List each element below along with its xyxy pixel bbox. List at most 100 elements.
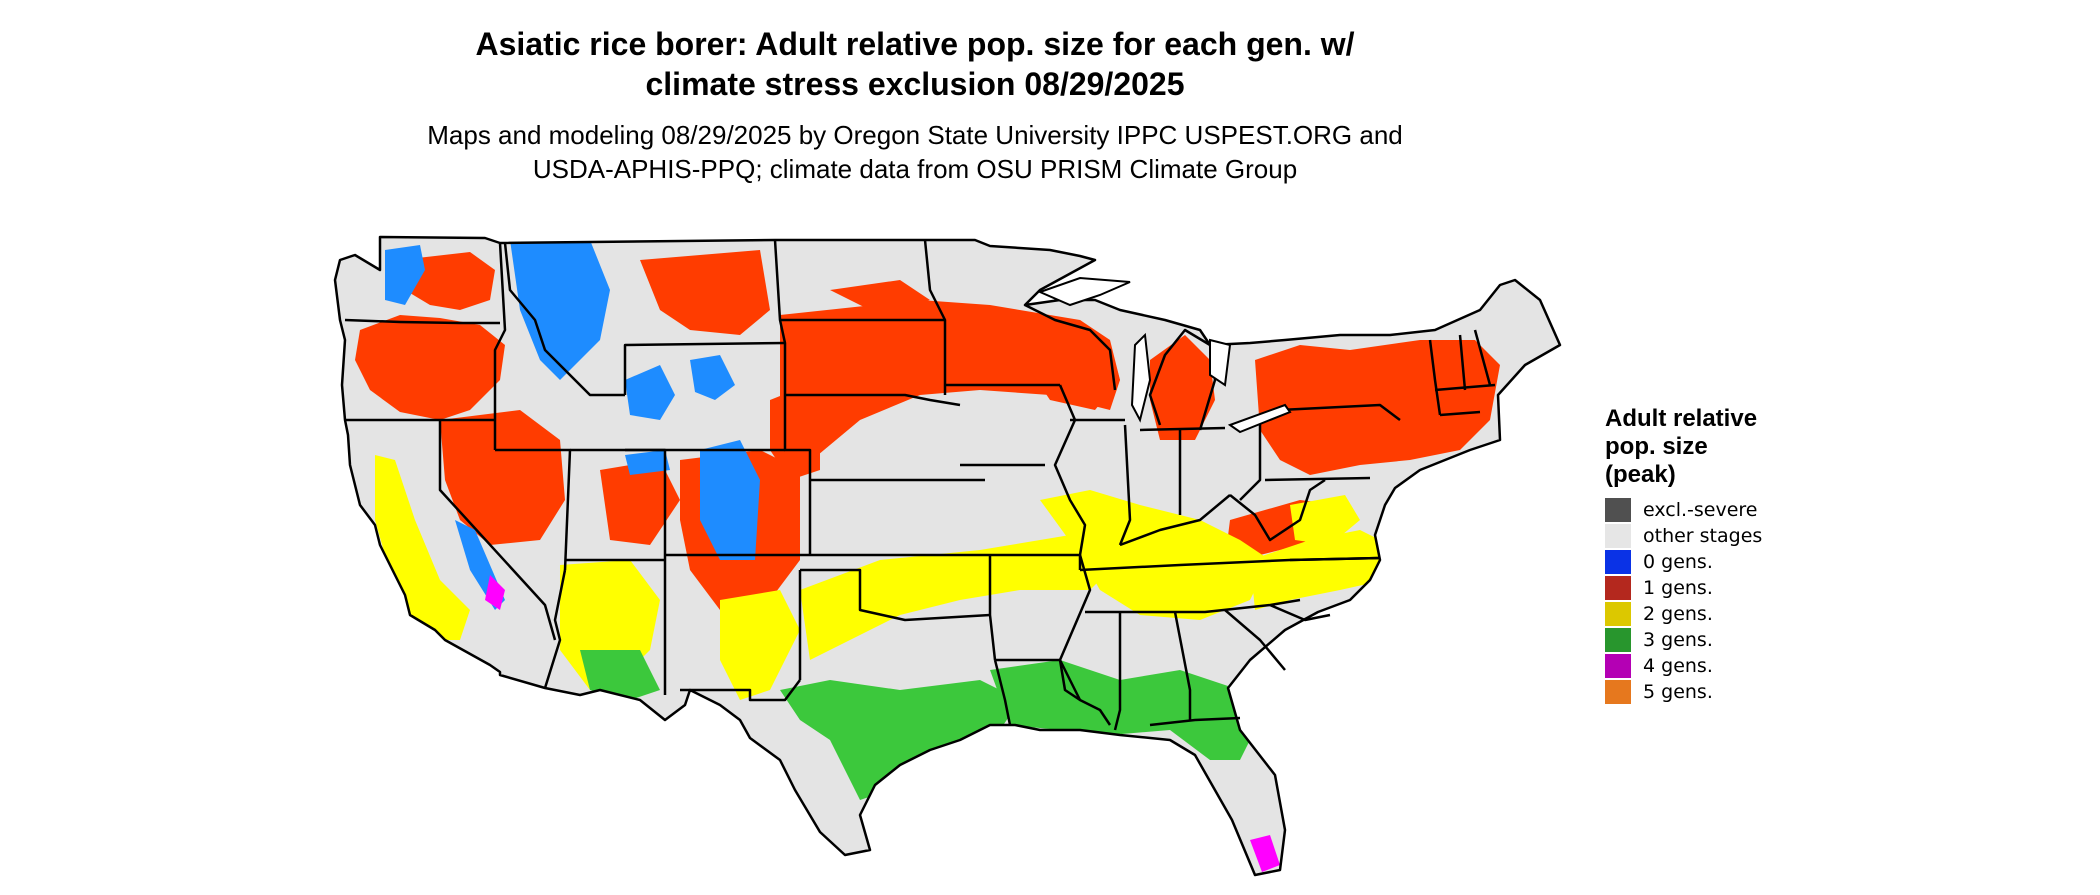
border-la-tx xyxy=(993,659,1012,726)
legend-swatch xyxy=(1605,498,1631,522)
border-ok-tx xyxy=(800,568,991,622)
legend-swatch xyxy=(1605,680,1631,704)
legend-label: 3 gens. xyxy=(1643,629,1713,651)
border-fl-north xyxy=(1149,716,1241,727)
border-al-ga xyxy=(1173,611,1192,720)
two-gen-new-mexico-south xyxy=(720,590,800,700)
four-gen-texas-tip xyxy=(868,795,900,850)
legend-label: 4 gens. xyxy=(1643,655,1713,677)
border-vt-nh xyxy=(1458,334,1467,391)
border-mt-wy xyxy=(623,341,786,395)
us-map xyxy=(333,235,1562,877)
legend-title: Adult relative pop. size (peak) xyxy=(1605,405,1865,489)
border-tn-south xyxy=(1085,598,1301,614)
one-gen-great-lakes xyxy=(1020,320,1120,410)
border-ut-co xyxy=(625,448,667,560)
border-ma-north xyxy=(1434,383,1496,392)
zero-gen-northern-rockies xyxy=(510,240,610,380)
border-nh-me xyxy=(1473,329,1492,386)
two-gen-virginia xyxy=(1290,495,1360,545)
border-ms-al xyxy=(1113,612,1122,731)
border-mt-dakotas xyxy=(773,239,812,555)
legend-item-1-gens: 1 gens. xyxy=(1605,575,1865,601)
one-gen-michigan xyxy=(1150,335,1215,440)
legend-item-5-gens: 5 gens. xyxy=(1605,679,1865,705)
border-ca-nv xyxy=(438,420,557,641)
zero-gen-cascades xyxy=(385,245,425,305)
borders xyxy=(333,235,1562,877)
legend-label: 0 gens. xyxy=(1643,551,1713,573)
lake-michigan xyxy=(1130,332,1152,423)
one-gen-colorado-plateau xyxy=(600,460,680,545)
border-pa-md xyxy=(1264,476,1371,482)
lake-erie xyxy=(1227,403,1292,434)
legend-title-line: pop. size xyxy=(1605,433,1708,460)
legend-item-3-gens: 3 gens. xyxy=(1605,627,1865,653)
legend-items: excl.-severe other stages 0 gens. 1 gens… xyxy=(1605,497,1865,705)
border-mi-south xyxy=(1139,426,1226,432)
legend-item-other-stages: other stages xyxy=(1605,523,1865,549)
border-mn-west xyxy=(923,239,947,395)
legend-label: 2 gens. xyxy=(1643,603,1713,625)
zero-gen-wind-river xyxy=(690,355,735,400)
border-wa-or xyxy=(344,318,500,325)
zero-gen-yellowstone xyxy=(625,365,675,420)
zero-gen-uinta xyxy=(625,450,670,475)
border-sd-ne xyxy=(785,393,961,407)
legend-label: other stages xyxy=(1643,525,1763,547)
two-gen-tennessee-valley xyxy=(1040,490,1270,620)
three-gen-gulf-coast xyxy=(990,660,1260,760)
border-il-in xyxy=(1118,424,1132,546)
two-gen-southern-plains xyxy=(800,530,1120,660)
legend-swatch xyxy=(1605,602,1631,626)
legend-swatch xyxy=(1605,550,1631,574)
map-subtitle: Maps and modeling 08/29/2025 by Oregon S… xyxy=(0,118,1830,186)
us-outline xyxy=(333,235,1562,877)
legend-item-2-gens: 2 gens. xyxy=(1605,601,1865,627)
border-ga-sc xyxy=(1224,609,1286,671)
legend-label: excl.-severe xyxy=(1643,499,1758,521)
legend-label: 1 gens. xyxy=(1643,577,1713,599)
one-gen-montana xyxy=(640,250,770,335)
border-oh-pa xyxy=(1239,420,1262,501)
border-az-west xyxy=(543,569,567,689)
four-gen-california-desert xyxy=(485,575,505,610)
border-id-west xyxy=(493,242,507,450)
three-gen-areas xyxy=(580,650,1270,800)
map-subtitle-line-2: USDA-APHIS-PPQ; climate data from OSU PR… xyxy=(532,154,1298,184)
lake-superior xyxy=(1037,276,1131,307)
map-title-line-1: Asiatic rice borer: Adult relative pop. … xyxy=(475,26,1355,62)
border-ms-la xyxy=(1058,659,1112,726)
legend-swatch xyxy=(1605,576,1631,600)
one-gen-oregon-east xyxy=(355,315,505,420)
border-va-nc xyxy=(1289,556,1381,562)
zero-gen-colorado-rockies xyxy=(700,440,760,560)
four-gen-florida-tip xyxy=(1250,835,1280,872)
border-ok-ar xyxy=(988,555,997,661)
map-title: Asiatic rice borer: Adult relative pop. … xyxy=(0,24,1830,104)
zero-gen-areas xyxy=(385,240,760,610)
border-id-mt xyxy=(503,242,625,397)
one-gen-great-basin xyxy=(440,410,565,545)
border-nc-sc xyxy=(1269,603,1331,622)
three-gen-texas-gulf xyxy=(780,680,1020,800)
border-wi-mi xyxy=(1024,303,1117,391)
legend-swatch xyxy=(1605,524,1631,548)
map-legend: Adult relative pop. size (peak) excl.-se… xyxy=(1605,405,1865,705)
three-gen-arizona-south xyxy=(580,650,660,700)
legend-title-line: (peak) xyxy=(1605,461,1676,488)
legend-swatch xyxy=(1605,628,1631,652)
border-michigan-lp xyxy=(1148,328,1217,431)
one-gen-northeast xyxy=(1255,340,1500,475)
legend-item-4-gens: 4 gens. xyxy=(1605,653,1865,679)
border-ky-north xyxy=(1119,494,1231,547)
great-lakes xyxy=(1037,276,1292,434)
lake-huron xyxy=(1209,338,1232,387)
legend-label: 5 gens. xyxy=(1643,681,1713,703)
map-subtitle-line-1: Maps and modeling 08/29/2025 by Oregon S… xyxy=(427,120,1403,150)
border-wv xyxy=(1229,478,1326,542)
legend-swatch xyxy=(1605,654,1631,678)
border-ms-river xyxy=(1053,384,1092,702)
two-gen-carolinas xyxy=(1250,530,1390,610)
legend-item-0-gens: 0 gens. xyxy=(1605,549,1865,575)
